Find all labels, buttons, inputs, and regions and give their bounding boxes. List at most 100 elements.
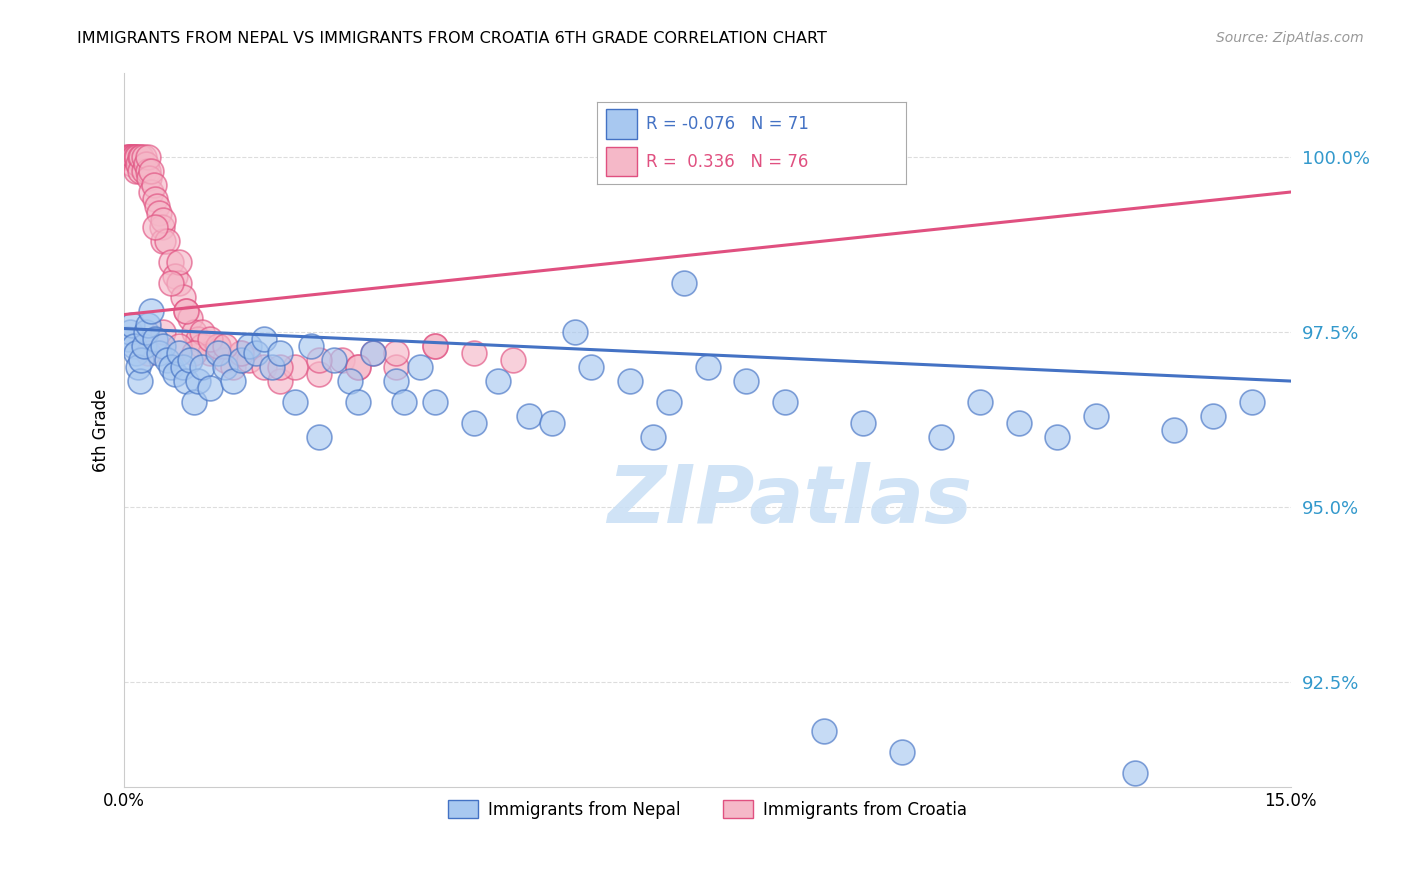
Point bbox=[127, 157, 149, 171]
Point bbox=[425, 339, 447, 353]
Point bbox=[1163, 423, 1185, 437]
Point bbox=[425, 339, 447, 353]
Point bbox=[136, 150, 159, 164]
Point bbox=[141, 304, 163, 318]
Point bbox=[813, 724, 835, 739]
Text: IMMIGRANTS FROM NEPAL VS IMMIGRANTS FROM CROATIA 6TH GRADE CORRELATION CHART: IMMIGRANTS FROM NEPAL VS IMMIGRANTS FROM… bbox=[77, 31, 827, 46]
Point bbox=[579, 359, 602, 374]
Point bbox=[146, 199, 169, 213]
Point bbox=[136, 164, 159, 178]
Point bbox=[183, 325, 205, 339]
Point bbox=[131, 150, 153, 164]
Point bbox=[150, 220, 173, 235]
Point bbox=[346, 359, 368, 374]
Point bbox=[128, 374, 150, 388]
Point bbox=[135, 157, 157, 171]
Point bbox=[361, 346, 384, 360]
Point bbox=[929, 430, 952, 444]
Point bbox=[1202, 409, 1225, 423]
Point bbox=[238, 339, 260, 353]
Point bbox=[222, 359, 245, 374]
Point bbox=[176, 304, 198, 318]
Point bbox=[229, 346, 252, 360]
Point bbox=[284, 395, 307, 409]
Point bbox=[1085, 409, 1108, 423]
Point bbox=[179, 311, 201, 326]
Point bbox=[120, 150, 142, 164]
Point bbox=[167, 255, 190, 269]
Point bbox=[385, 359, 408, 374]
Point bbox=[541, 416, 564, 430]
Point bbox=[1007, 416, 1029, 430]
Point bbox=[167, 346, 190, 360]
Point bbox=[1240, 395, 1263, 409]
Point bbox=[136, 346, 159, 360]
Point bbox=[160, 359, 183, 374]
Point bbox=[124, 150, 146, 164]
Point bbox=[463, 416, 485, 430]
Point bbox=[125, 346, 148, 360]
Point bbox=[125, 150, 148, 164]
Point bbox=[269, 359, 291, 374]
Point bbox=[207, 339, 229, 353]
Point bbox=[207, 346, 229, 360]
Point bbox=[775, 395, 797, 409]
Point bbox=[641, 430, 664, 444]
Point bbox=[339, 374, 361, 388]
Point bbox=[852, 416, 875, 430]
Point bbox=[172, 359, 194, 374]
Point bbox=[517, 409, 540, 423]
Point bbox=[198, 346, 221, 360]
Point bbox=[229, 346, 252, 360]
Point bbox=[152, 234, 174, 248]
Point bbox=[120, 325, 142, 339]
Point bbox=[172, 290, 194, 304]
Point bbox=[222, 374, 245, 388]
Point bbox=[142, 178, 165, 192]
Point bbox=[253, 332, 276, 346]
Point bbox=[463, 346, 485, 360]
Point bbox=[308, 353, 330, 368]
Point bbox=[167, 276, 190, 290]
Point bbox=[361, 346, 384, 360]
Point bbox=[131, 353, 153, 368]
Point bbox=[152, 213, 174, 227]
Point bbox=[207, 339, 229, 353]
Point bbox=[564, 325, 586, 339]
Point bbox=[330, 353, 353, 368]
Point bbox=[132, 150, 155, 164]
Point bbox=[735, 150, 758, 164]
Point bbox=[118, 150, 141, 164]
Point bbox=[121, 150, 143, 164]
Point bbox=[308, 367, 330, 381]
Point bbox=[183, 395, 205, 409]
Point bbox=[214, 353, 236, 368]
Y-axis label: 6th Grade: 6th Grade bbox=[93, 388, 110, 472]
Point bbox=[117, 150, 139, 164]
Point bbox=[163, 268, 186, 283]
Point bbox=[502, 353, 524, 368]
Point bbox=[127, 359, 149, 374]
Point bbox=[152, 325, 174, 339]
Point bbox=[890, 745, 912, 759]
Point bbox=[284, 359, 307, 374]
Point bbox=[214, 339, 236, 353]
Point bbox=[198, 381, 221, 395]
Point bbox=[163, 367, 186, 381]
Point bbox=[121, 157, 143, 171]
Point bbox=[176, 304, 198, 318]
Point bbox=[156, 234, 179, 248]
Point bbox=[179, 353, 201, 368]
Point bbox=[269, 374, 291, 388]
Point bbox=[127, 150, 149, 164]
Point bbox=[148, 346, 170, 360]
Point bbox=[1123, 766, 1146, 780]
Point bbox=[160, 276, 183, 290]
Point bbox=[619, 374, 641, 388]
Point bbox=[198, 332, 221, 346]
Point bbox=[143, 192, 166, 206]
Point bbox=[141, 164, 163, 178]
Point bbox=[128, 164, 150, 178]
Point bbox=[969, 395, 991, 409]
Point bbox=[132, 339, 155, 353]
